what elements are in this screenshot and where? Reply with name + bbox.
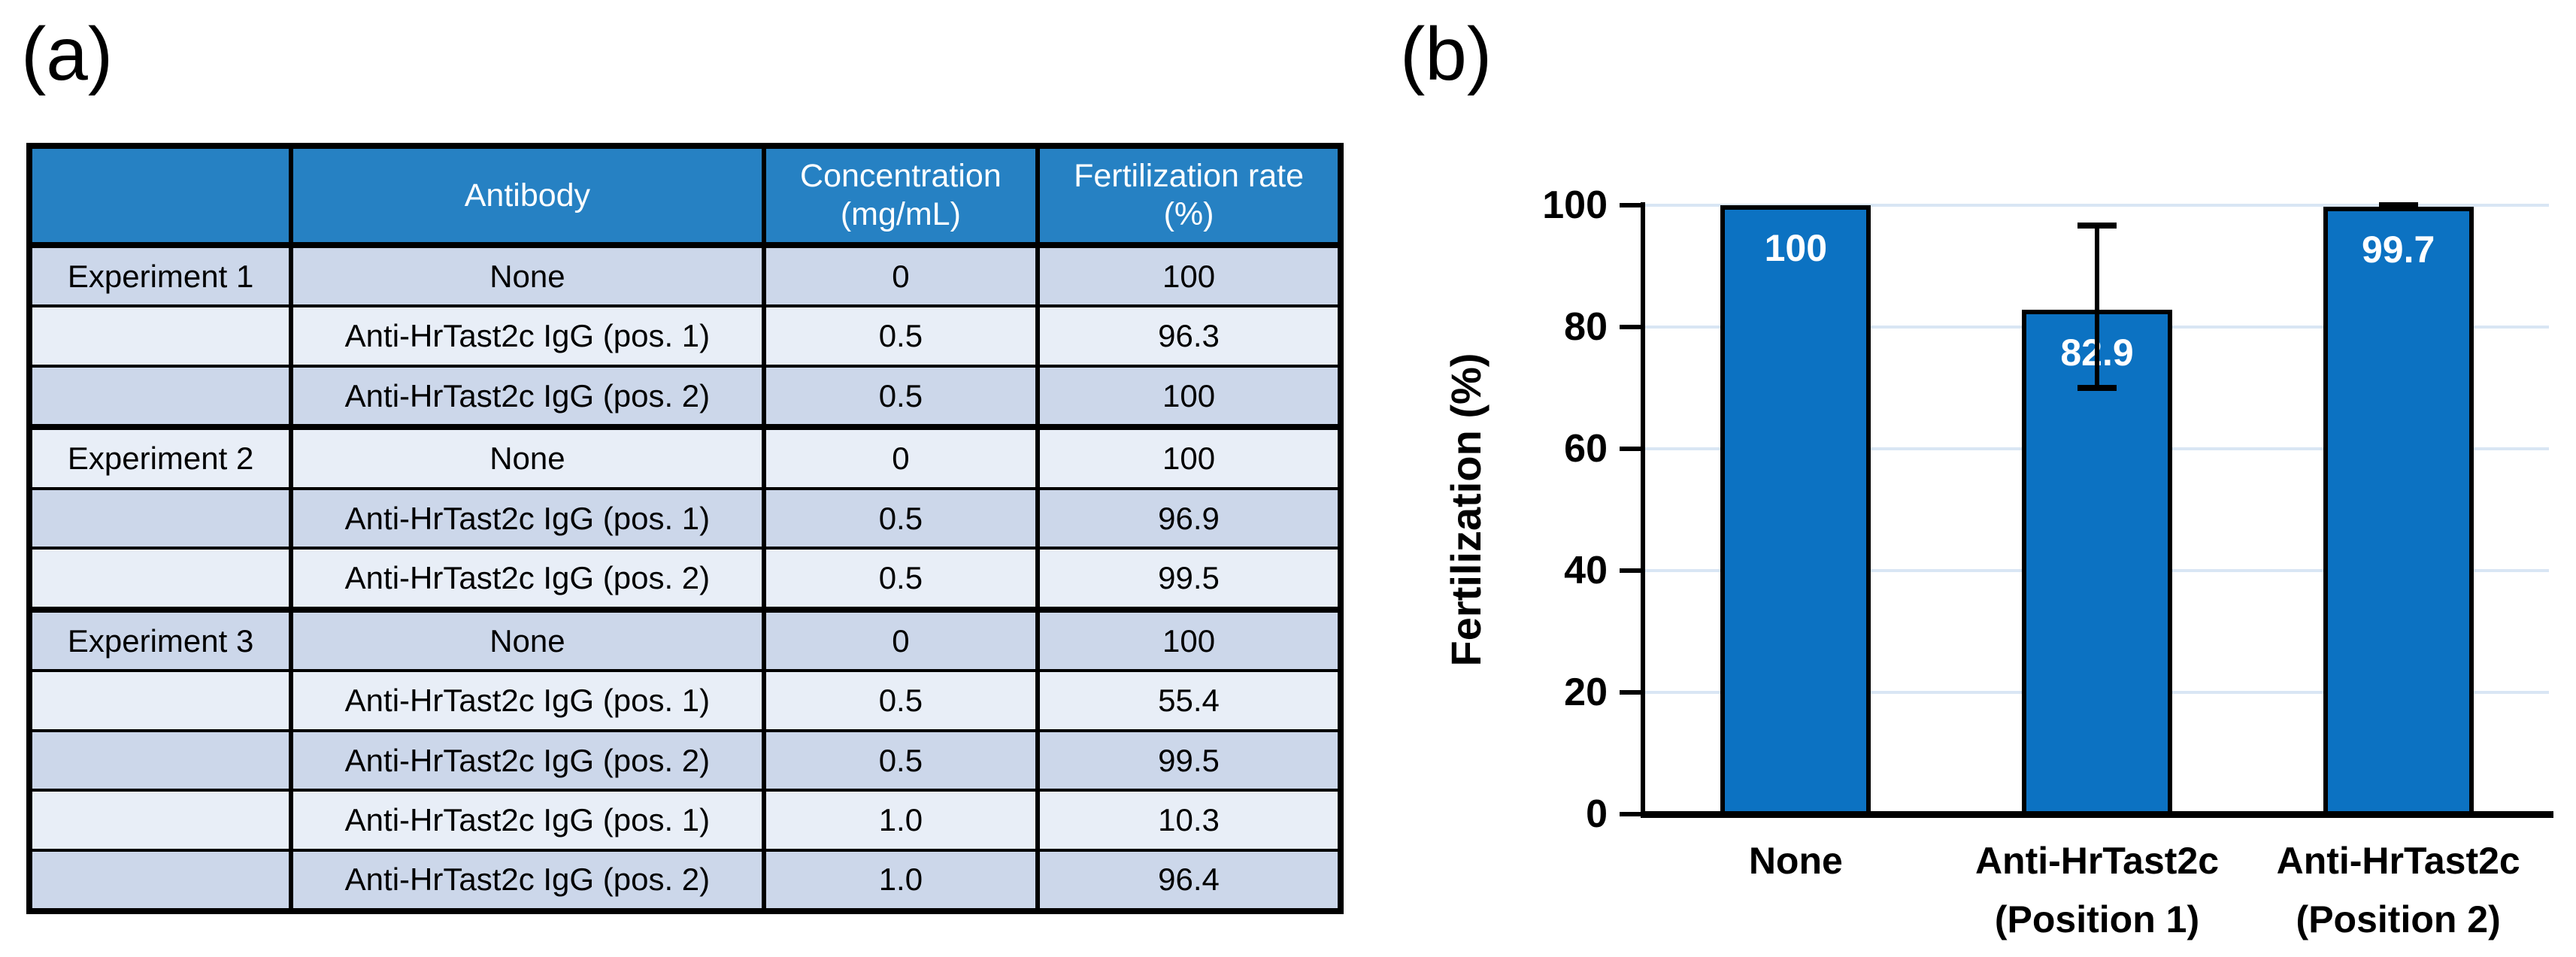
table-cell-experiment [32,851,294,908]
table-row: Anti-HrTast2c IgG (pos. 1) 0.5 96.3 [32,307,1338,368]
error-bar-cap-top-3 [2378,202,2418,209]
gridline-60 [1645,447,2549,450]
table-cell-experiment: Experiment 1 [32,248,294,305]
table-header-row: Antibody Concentration (mg/mL) Fertilizati… [32,149,1338,248]
y-tick-20 [1620,690,1641,695]
table-cell-antibody: Anti-HrTast2c IgG (pos. 2) [293,731,766,789]
table-cell-antibody: None [293,430,766,487]
table-cell-antibody: Anti-HrTast2c IgG (pos. 2) [293,550,766,607]
y-tick-label-60: 60 [1564,427,1608,471]
y-tick-label-40: 40 [1564,549,1608,592]
experiment-results-table: Antibody Concentration (mg/mL) Fertilizati… [26,143,1344,914]
table-cell-concentration: 0.5 [765,550,1041,607]
error-bar-2 [2095,224,2099,389]
table-cell-antibody: Anti-HrTast2c IgG (pos. 1) [293,307,766,365]
table-cell-experiment [32,792,294,849]
y-tick-label-80: 80 [1564,305,1608,349]
y-tick-label-100: 100 [1542,183,1608,227]
y-tick-40 [1620,568,1641,573]
panel-a-label: (a) [21,12,114,96]
table-cell-antibody: None [293,612,766,670]
gridline-40 [1645,569,2549,572]
x-category-label-3: Anti-HrTast2c (Position 2) [2276,840,2520,940]
gridline-20 [1645,691,2549,694]
y-axis-title: Fertilization (%) [1442,353,1490,667]
y-tick-label-20: 20 [1564,671,1608,714]
table-row: Experiment 1 None 0 100 [32,248,1338,308]
table-cell-fertilization_rate: 96.3 [1040,307,1338,365]
y-axis-line [1641,202,1645,817]
table-cell-concentration: 1.0 [765,851,1041,908]
gridline-100 [1645,204,2549,207]
table-header-cell-antibody: Antibody [293,149,766,242]
table-cell-antibody: Anti-HrTast2c IgG (pos. 2) [293,367,766,425]
table-cell-fertilization_rate: 96.9 [1040,489,1338,547]
table-row: Experiment 2 None 0 100 [32,430,1338,490]
table-cell-antibody: Anti-HrTast2c IgG (pos. 1) [293,792,766,849]
table-header-cell-experiment [32,149,294,242]
table-row: Experiment 3 None 0 100 [32,612,1338,673]
table-cell-experiment: Experiment 3 [32,612,294,670]
table-cell-antibody: None [293,248,766,305]
table-cell-antibody: Anti-HrTast2c IgG (pos. 1) [293,489,766,547]
table-row: Anti-HrTast2c IgG (pos. 1) 0.5 55.4 [32,672,1338,732]
table-row: Anti-HrTast2c IgG (pos. 1) 0.5 96.9 [32,489,1338,550]
table-cell-concentration: 0.5 [765,367,1041,425]
gridline-80 [1645,326,2549,329]
table-cell-fertilization_rate: 99.5 [1040,550,1338,607]
table-row: Anti-HrTast2c IgG (pos. 2) 0.5 100 [32,367,1338,431]
bar-3 [2323,207,2474,817]
table-cell-antibody: Anti-HrTast2c IgG (pos. 1) [293,672,766,729]
table-row: Anti-HrTast2c IgG (pos. 1) 1.0 10.3 [32,792,1338,852]
table-cell-fertilization_rate: 100 [1040,430,1338,487]
y-tick-80 [1620,325,1641,329]
bar-value-label-2: 82.9 [2060,331,2134,374]
table-cell-antibody: Anti-HrTast2c IgG (pos. 2) [293,851,766,908]
table-cell-concentration: 0.5 [765,672,1041,729]
table-cell-concentration: 0.5 [765,731,1041,789]
table-header-cell-concentration: Concentration (mg/mL) [765,149,1041,242]
table-cell-concentration: 0 [765,430,1041,487]
table-cell-experiment [32,489,294,547]
error-bar-3 [2396,204,2401,207]
table-header-cell-fertilization_rate: Fertilization rate (%) [1040,149,1338,242]
y-tick-label-0: 0 [1586,792,1608,836]
table-cell-fertilization_rate: 100 [1040,248,1338,305]
panel-b-label: (b) [1400,12,1493,96]
table-cell-experiment [32,307,294,365]
table-cell-concentration: 1.0 [765,792,1041,849]
y-tick-100 [1620,203,1641,207]
bar-1 [1720,205,1871,817]
error-bar-cap-top-2 [2077,222,2117,229]
x-category-label-1: None [1748,840,1843,882]
y-tick-0 [1620,812,1641,816]
table-cell-fertilization_rate: 55.4 [1040,672,1338,729]
table-row: Anti-HrTast2c IgG (pos. 2) 0.5 99.5 [32,550,1338,613]
table-cell-fertilization_rate: 100 [1040,367,1338,425]
x-axis-line [1641,811,2553,818]
table-cell-fertilization_rate: 10.3 [1040,792,1338,849]
table-cell-concentration: 0.5 [765,489,1041,547]
table-cell-fertilization_rate: 100 [1040,612,1338,670]
table-cell-experiment: Experiment 2 [32,430,294,487]
table-cell-fertilization_rate: 99.5 [1040,731,1338,789]
y-tick-60 [1620,447,1641,451]
table-row: Anti-HrTast2c IgG (pos. 2) 1.0 96.4 [32,851,1338,908]
table-cell-concentration: 0 [765,248,1041,305]
bar-value-label-3: 99.7 [2361,229,2435,271]
table-cell-experiment [32,550,294,607]
table-cell-fertilization_rate: 96.4 [1040,851,1338,908]
table-row: Anti-HrTast2c IgG (pos. 2) 0.5 99.5 [32,731,1338,792]
table-cell-experiment [32,731,294,789]
table-cell-experiment [32,672,294,729]
x-category-label-2: Anti-HrTast2c (Position 1) [1974,840,2220,940]
table-cell-concentration: 0 [765,612,1041,670]
table-cell-concentration: 0.5 [765,307,1041,365]
bar-2 [2022,309,2172,817]
error-bar-cap-bottom-2 [2077,384,2117,391]
bar-value-label-1: 100 [1764,227,1828,269]
table-cell-experiment [32,367,294,425]
